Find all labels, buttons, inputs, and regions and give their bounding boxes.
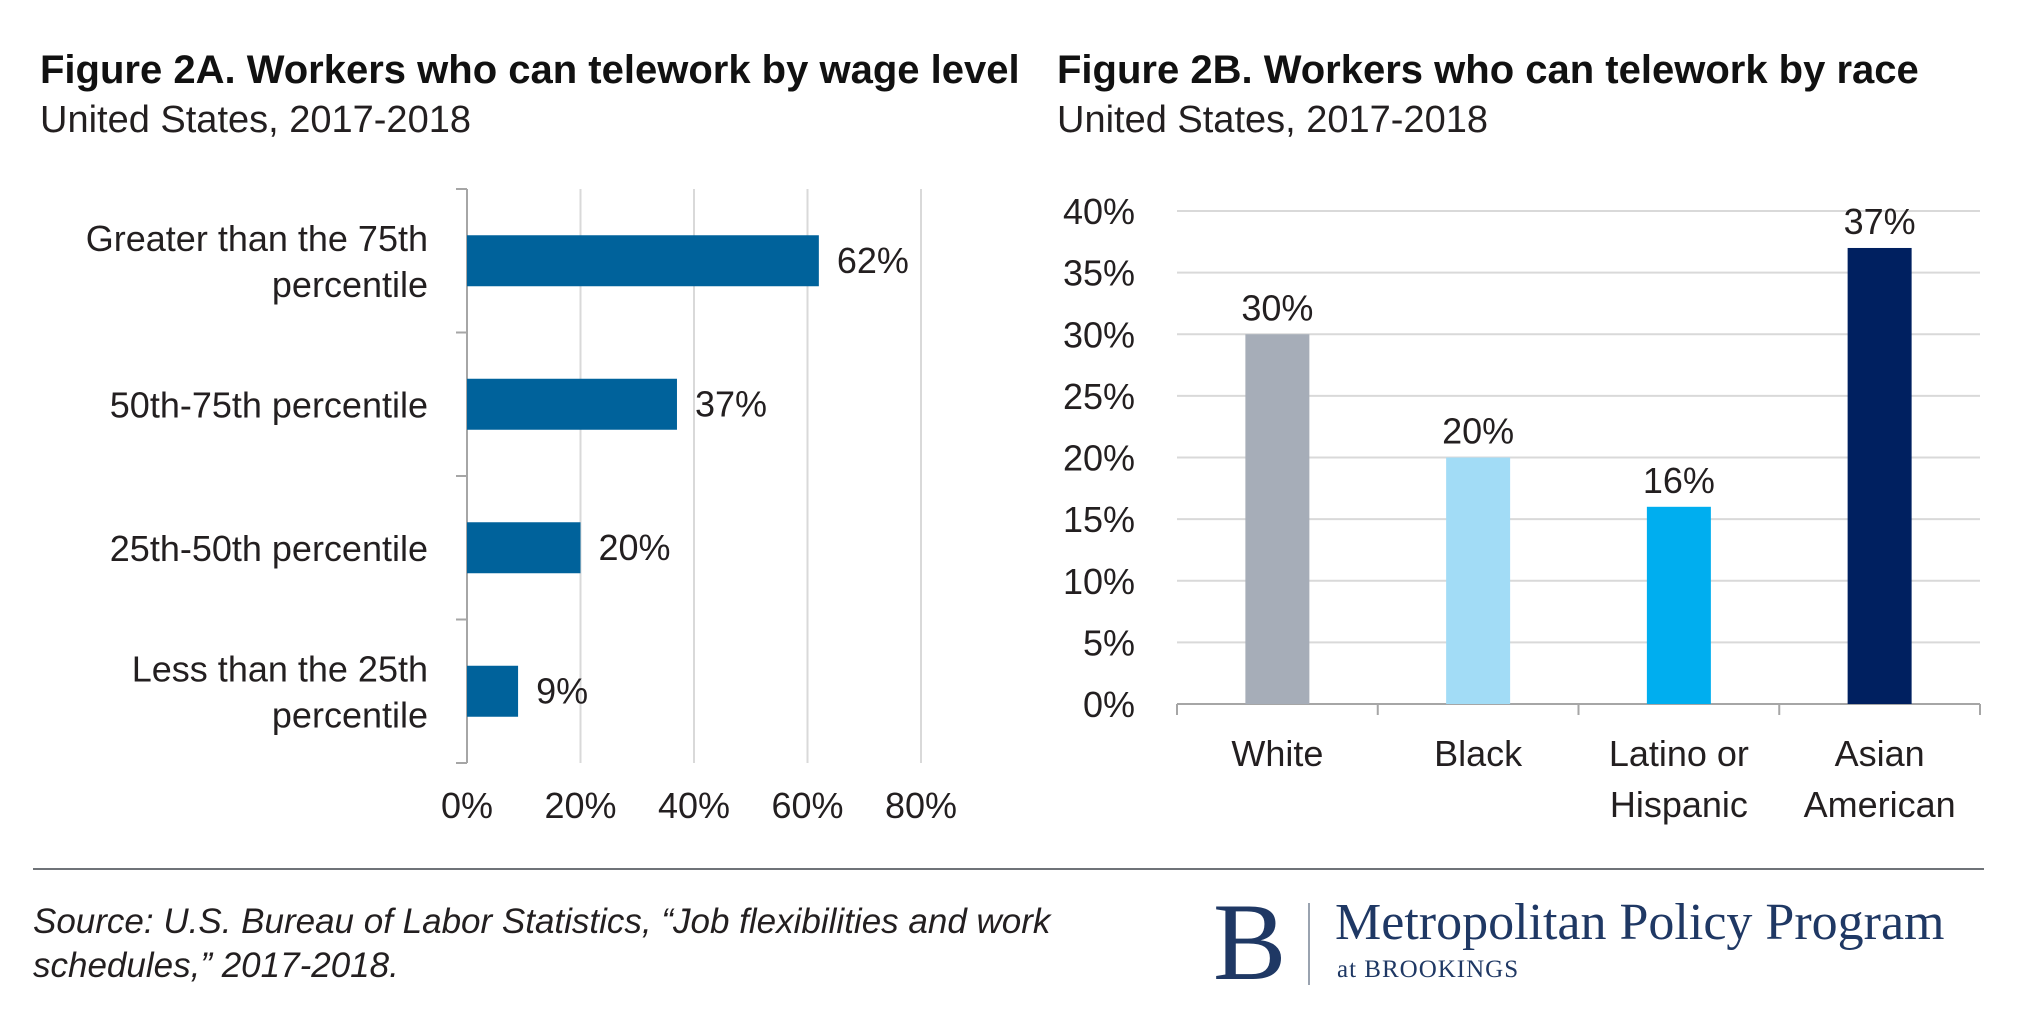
brookings-logo-letter: B <box>1213 881 1287 1003</box>
bar <box>467 665 519 717</box>
x-tick-label: 40% <box>658 785 730 826</box>
chart-2b: 0% 5% 10% 15% 20% 25% 30% 35% 40% 30% White 20% Blac… <box>1063 191 1981 825</box>
y-tick-label: 20% <box>1063 438 1135 479</box>
logo-divider <box>1308 903 1310 985</box>
data-label: 9% <box>536 670 588 711</box>
chart-2b-title: Figure 2B. Workers who can telework by r… <box>1057 48 1919 92</box>
y-tick-label: 40% <box>1063 191 1135 232</box>
category-label: White <box>1231 733 1323 774</box>
y-tick-label: 35% <box>1063 253 1135 294</box>
category-label: Hispanic <box>1610 784 1748 825</box>
category-label: Black <box>1434 733 1523 774</box>
source-note: Source: U.S. Bureau of Labor Statistics,… <box>33 900 1153 988</box>
y-tick-label: 30% <box>1063 314 1135 355</box>
x-tick-label: 80% <box>885 785 957 826</box>
data-label: 20% <box>1442 411 1514 452</box>
chart-2a-subtitle: United States, 2017-2018 <box>40 99 471 141</box>
chart-2a-title: Figure 2A. Workers who can telework by w… <box>40 48 1020 92</box>
data-label: 30% <box>1241 287 1313 328</box>
y-tick-label: 5% <box>1083 622 1135 663</box>
category-label: American <box>1804 784 1956 825</box>
y-tick-label: 15% <box>1063 499 1135 540</box>
data-label: 20% <box>599 527 671 568</box>
x-tick-label: 0% <box>441 785 493 826</box>
bar <box>467 235 819 287</box>
data-label: 62% <box>837 240 909 281</box>
y-tick-label: 10% <box>1063 561 1135 602</box>
y-tick-label: 0% <box>1083 684 1135 725</box>
source-line-2: schedules,” 2017-2018. <box>33 946 399 985</box>
category-label: percentile <box>272 264 428 305</box>
category-label: 25th-50th percentile <box>110 528 428 569</box>
x-tick-label: 60% <box>771 785 843 826</box>
source-line-1: Source: U.S. Bureau of Labor Statistics,… <box>33 902 1051 941</box>
chart-2a: 0% 20% 40% 60% 80% 62% Greater than the 75th pe… <box>86 188 957 826</box>
bar <box>1646 506 1711 704</box>
category-label: 50th-75th percentile <box>110 384 428 425</box>
logo-subtitle: at BROOKINGS <box>1337 956 1520 983</box>
category-label: Less than the 25th <box>132 648 428 689</box>
logo-program-name: Metropolitan Policy Program <box>1335 894 1945 951</box>
bar <box>467 378 677 430</box>
category-label: percentile <box>272 694 428 735</box>
category-label: Latino or <box>1609 733 1749 774</box>
data-label: 16% <box>1643 460 1715 501</box>
category-label: Asian <box>1835 733 1925 774</box>
category-label: Greater than the 75th <box>86 218 428 259</box>
footer-divider <box>33 868 1984 870</box>
bar <box>467 522 581 574</box>
bar <box>1847 247 1912 704</box>
bar <box>1446 457 1511 704</box>
y-tick-label: 25% <box>1063 376 1135 417</box>
bar <box>1245 334 1310 704</box>
chart-2b-subtitle: United States, 2017-2018 <box>1057 99 1488 141</box>
data-label: 37% <box>695 383 767 424</box>
data-label: 37% <box>1844 201 1916 242</box>
x-tick-label: 20% <box>544 785 616 826</box>
